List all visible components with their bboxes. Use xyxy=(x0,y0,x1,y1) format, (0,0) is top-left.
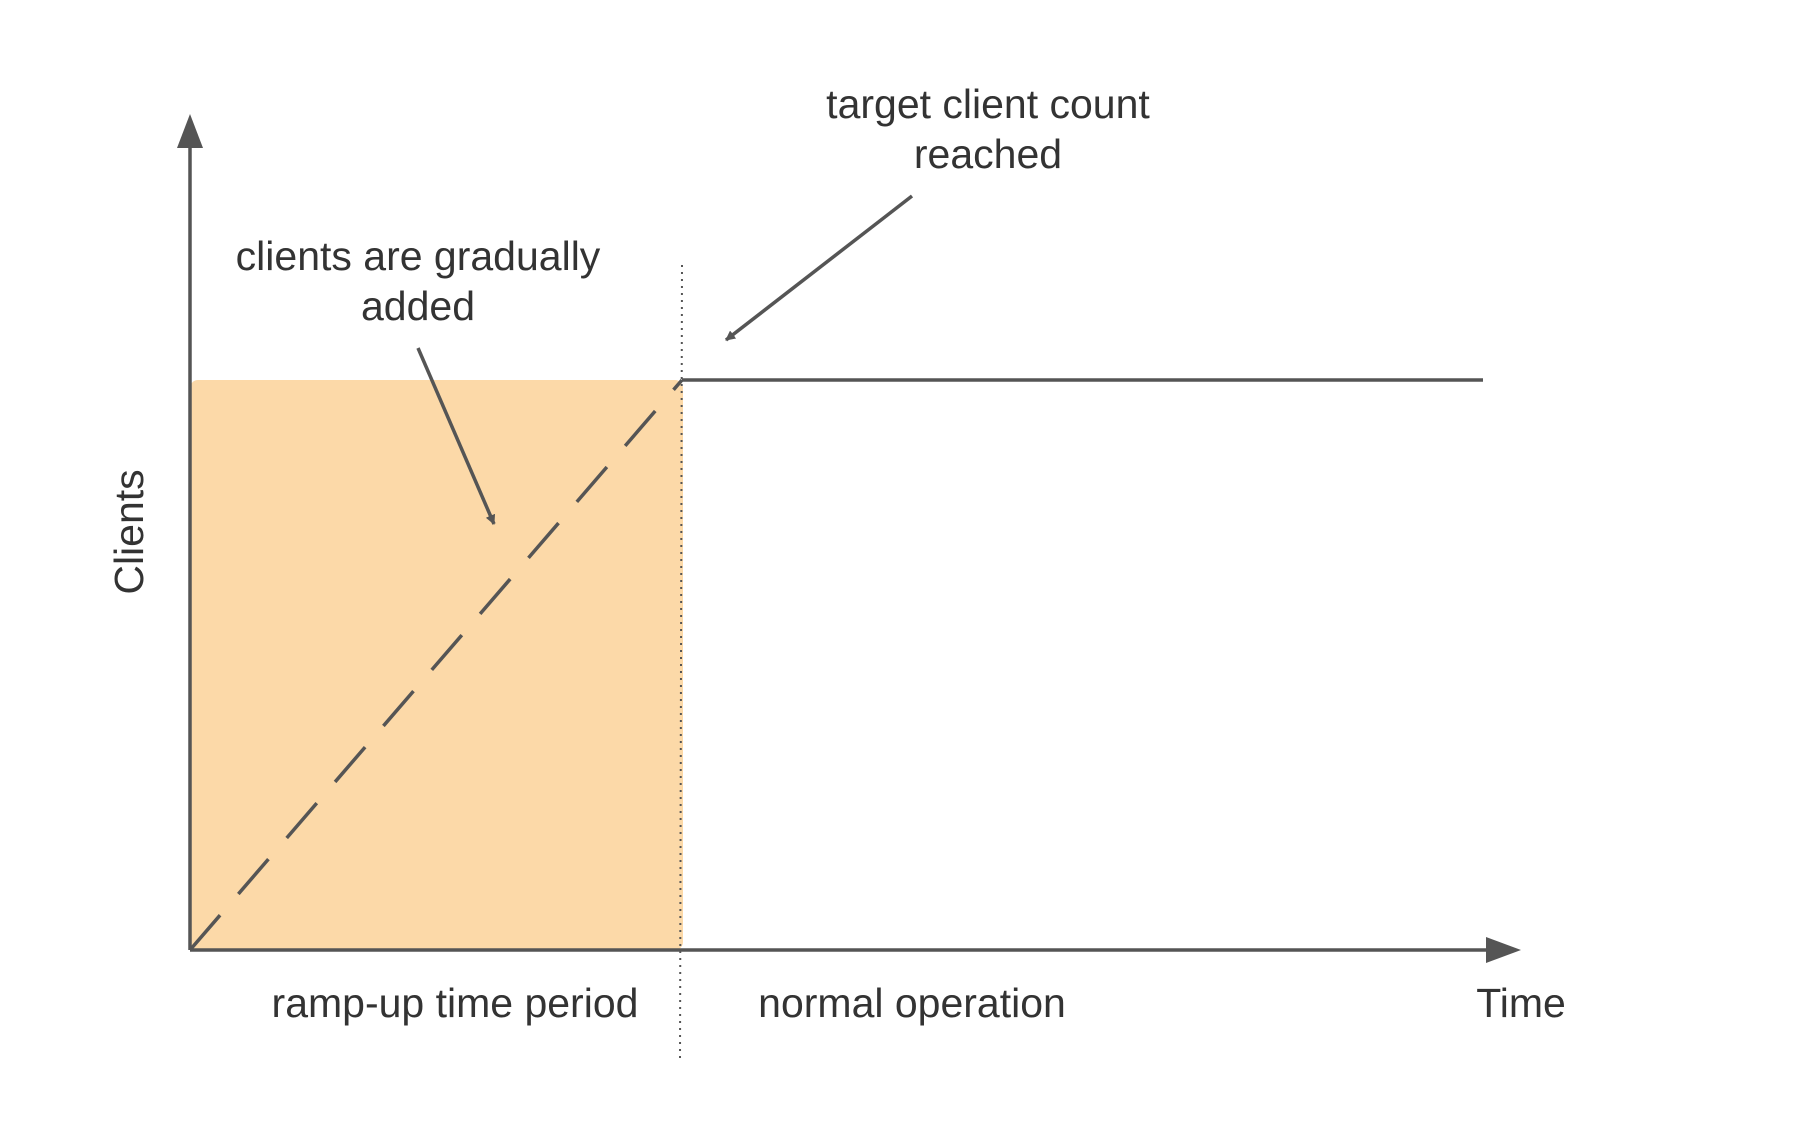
ramp-up-phase-label: ramp-up time period xyxy=(272,980,639,1026)
ramp-up-line xyxy=(188,378,684,952)
y-axis-label: Clients xyxy=(106,469,152,594)
gradual-annotation-line-2: added xyxy=(361,283,475,329)
y-axis-arrowhead xyxy=(177,114,203,148)
gradual-annotation-line-1: clients are gradually xyxy=(236,233,601,279)
target-annotation-line-1: target client count xyxy=(826,81,1150,127)
gradual-annotation-arrow xyxy=(416,347,496,525)
target-annotation-line-2: reached xyxy=(914,131,1062,177)
target-annotation-arrow xyxy=(724,194,914,342)
normal-operation-phase-label: normal operation xyxy=(758,980,1066,1026)
x-axis-label: Time xyxy=(1476,980,1566,1026)
x-axis-arrowhead xyxy=(1486,937,1521,963)
